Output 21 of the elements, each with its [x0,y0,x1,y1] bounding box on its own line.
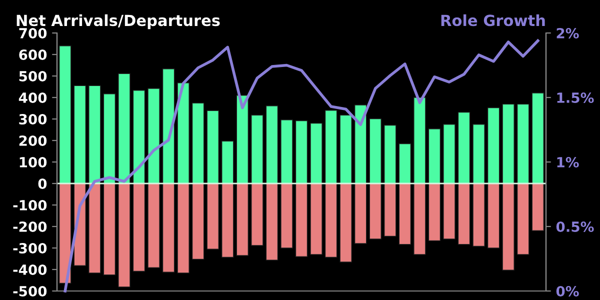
y-axis-title: Net Arrivals/Departures [16,14,220,30]
line-series [64,39,540,292]
y-tick-label: -300 [13,242,47,254]
y-tick-label: 400 [18,92,47,103]
y-tick-label: -100 [13,200,47,210]
y2-tick-label: 0% [556,286,579,296]
y2-tick-label: 1% [557,156,579,168]
y-tick-label: -500 [13,286,47,296]
y2-axis-title: Role Growth [441,14,545,26]
y-tick-label: 500 [19,70,47,82]
y2-tick-label: 2% [556,28,579,38]
y2-tick-label: 1.5% [557,92,594,103]
y-tick-label: 700 [19,28,47,38]
y2-tick-label: 0.5% [556,221,594,232]
y-tick-label: 100 [20,156,47,168]
y-tick-label: -400 [13,264,47,275]
y-tick-label: 600 [19,49,47,60]
y-tick-label: 300 [19,114,47,124]
y-tick-label: 200 [19,135,47,146]
y-tick-label: 0 [38,178,47,189]
y-tick-label: -200 [13,221,47,232]
